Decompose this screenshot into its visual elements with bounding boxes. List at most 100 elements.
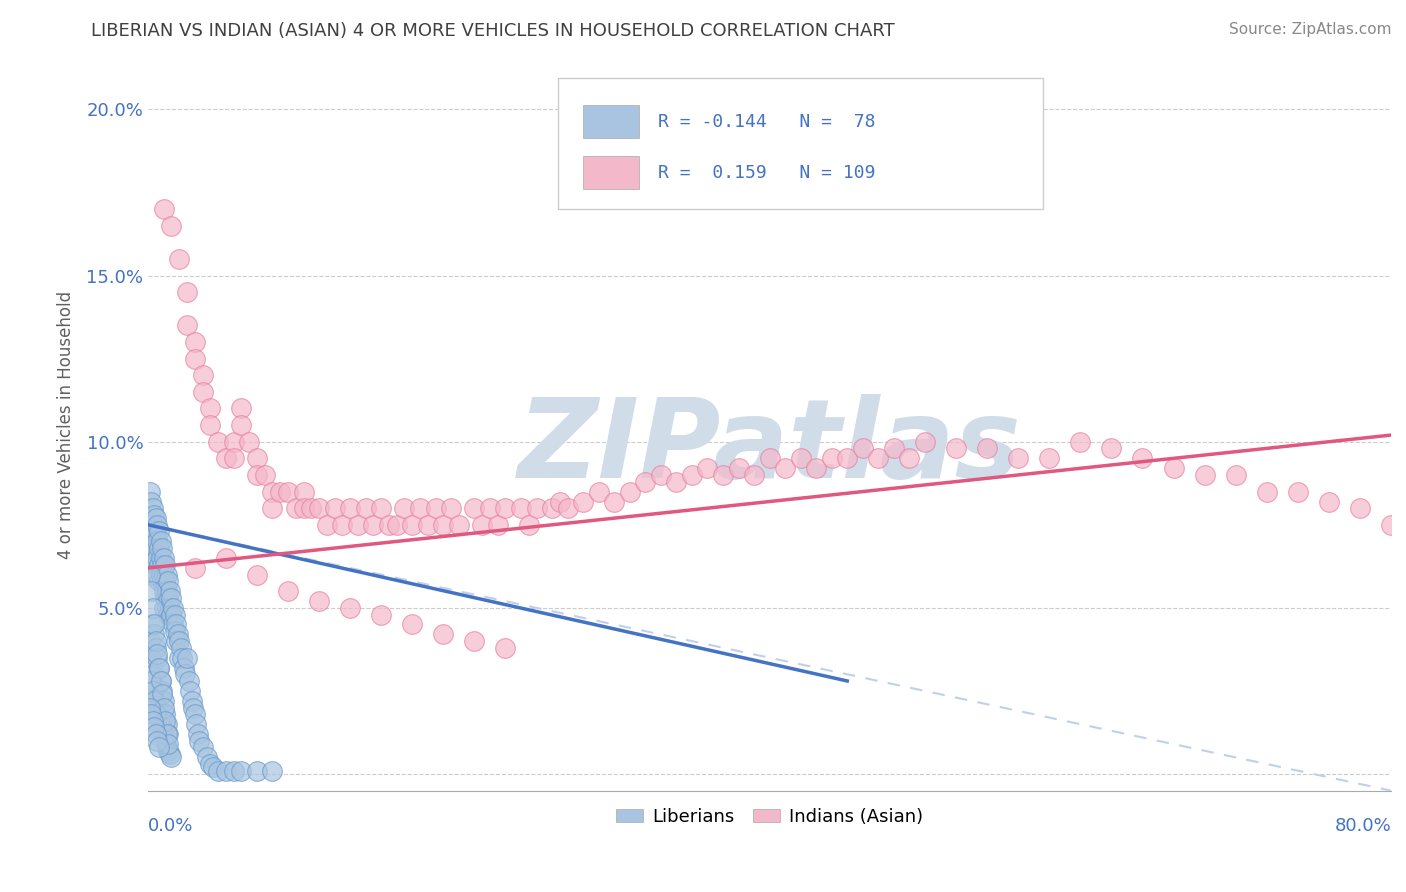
Point xyxy=(156,740,179,755)
Point xyxy=(176,650,198,665)
Point xyxy=(179,684,201,698)
Point xyxy=(152,584,174,599)
Point xyxy=(478,501,501,516)
Point xyxy=(191,368,214,383)
Point xyxy=(517,517,540,532)
Point xyxy=(155,591,177,605)
Point xyxy=(149,673,172,688)
Point xyxy=(160,591,183,605)
Point xyxy=(231,401,253,416)
Point xyxy=(572,494,595,508)
Point xyxy=(167,252,190,266)
Point xyxy=(191,740,214,755)
Point xyxy=(269,484,291,499)
Point xyxy=(188,733,211,747)
Point xyxy=(142,600,165,615)
Point xyxy=(246,567,269,582)
Point xyxy=(868,451,890,466)
Point xyxy=(157,591,180,605)
Point xyxy=(184,351,207,366)
Point xyxy=(157,727,180,741)
Bar xyxy=(583,105,640,138)
Point xyxy=(1317,494,1340,508)
Point xyxy=(222,764,245,778)
Point xyxy=(409,501,432,516)
Point xyxy=(471,517,494,532)
Point xyxy=(354,501,377,516)
Text: 0.0%: 0.0% xyxy=(148,817,194,835)
Point xyxy=(1099,442,1122,456)
Point xyxy=(339,600,361,615)
Point xyxy=(495,640,517,655)
Point xyxy=(141,650,163,665)
Point xyxy=(142,667,165,681)
Legend: Liberians, Indians (Asian): Liberians, Indians (Asian) xyxy=(609,800,931,833)
Point xyxy=(172,650,194,665)
Point xyxy=(315,517,337,532)
Point xyxy=(416,517,439,532)
Point xyxy=(143,627,166,641)
Point xyxy=(145,541,167,555)
Point xyxy=(145,558,167,572)
Point xyxy=(141,584,163,599)
Point xyxy=(758,451,780,466)
Text: R = -0.144   N =  78: R = -0.144 N = 78 xyxy=(658,112,875,131)
Point xyxy=(231,418,253,433)
Point xyxy=(215,451,238,466)
Point xyxy=(152,551,174,566)
Point xyxy=(222,434,245,449)
Point xyxy=(149,534,172,549)
Point xyxy=(945,442,967,456)
Point xyxy=(146,650,169,665)
Point xyxy=(156,600,179,615)
Point xyxy=(138,484,160,499)
Point xyxy=(1069,434,1091,449)
Point xyxy=(150,574,173,589)
Point xyxy=(146,551,169,566)
Point xyxy=(138,634,160,648)
Point xyxy=(141,707,163,722)
Point xyxy=(339,501,361,516)
Point xyxy=(170,640,193,655)
Point xyxy=(215,551,238,566)
Point xyxy=(1286,484,1309,499)
Point xyxy=(852,442,875,456)
Point xyxy=(440,501,463,516)
Point xyxy=(277,584,299,599)
Point xyxy=(1379,517,1402,532)
Point xyxy=(148,661,170,675)
Point xyxy=(167,634,190,648)
Point xyxy=(370,501,392,516)
Point xyxy=(323,501,346,516)
Point xyxy=(155,707,177,722)
Point xyxy=(432,627,454,641)
Point xyxy=(1132,451,1154,466)
Point xyxy=(1348,501,1371,516)
Point xyxy=(370,607,392,622)
Text: ZIPatlas: ZIPatlas xyxy=(517,393,1021,500)
Point xyxy=(253,467,276,482)
Point xyxy=(181,700,204,714)
Point xyxy=(1194,467,1216,482)
Point xyxy=(385,517,408,532)
Point xyxy=(231,764,253,778)
Point xyxy=(548,494,571,508)
Point xyxy=(246,764,269,778)
Point xyxy=(148,707,170,722)
Point xyxy=(163,607,186,622)
Point xyxy=(1256,484,1278,499)
Point xyxy=(789,451,811,466)
Point xyxy=(292,501,315,516)
Point xyxy=(837,451,859,466)
Point xyxy=(200,757,222,772)
Point xyxy=(141,673,163,688)
Point xyxy=(157,744,180,758)
Point xyxy=(378,517,401,532)
Point xyxy=(526,501,548,516)
Point xyxy=(159,600,181,615)
Point xyxy=(184,334,207,349)
Point xyxy=(173,661,195,675)
Point xyxy=(148,558,170,572)
Point xyxy=(277,484,299,499)
Y-axis label: 4 or more Vehicles in Household: 4 or more Vehicles in Household xyxy=(58,291,75,559)
